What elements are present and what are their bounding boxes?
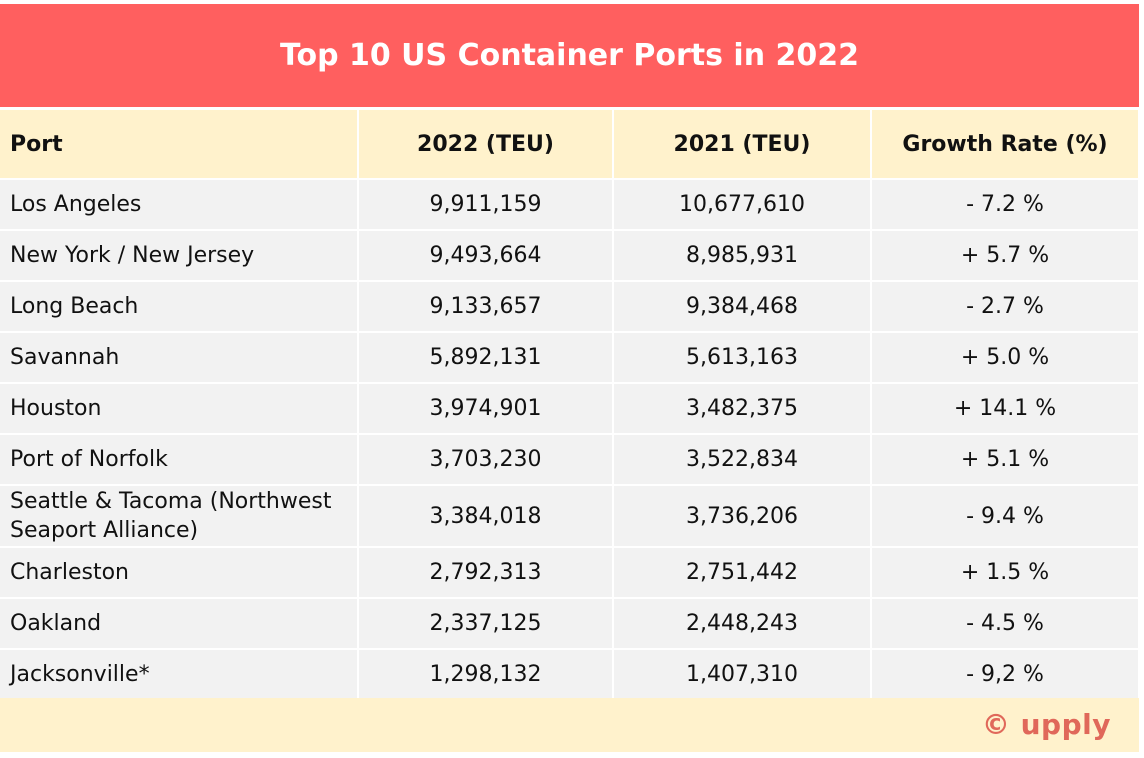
ports-table: Port 2022 (TEU) 2021 (TEU) Growth Rate (%) … (0, 108, 1140, 701)
column-header: 2022 (TEU) (359, 110, 612, 178)
table-cell: + 5.0 % (872, 333, 1138, 382)
table-row: Oakland 2,337,125 2,448,243- 4.5 % (0, 599, 1138, 648)
table-cell: 2,448,243 (614, 599, 870, 648)
table-cell: Seattle & Tacoma (Northwest Seaport Alli… (0, 486, 357, 546)
table-row: Los Angeles 9,911,159 10,677,610- 7.2 % (0, 180, 1138, 229)
table-row: Charleston 2,792,313 2,751,442 + 1.5 % (0, 548, 1138, 597)
table-cell: 9,493,664 (359, 231, 612, 280)
table-row: Savannah 5,892,131 5,613,163 + 5.0 % (0, 333, 1138, 382)
table-row: Long Beach 9,133,657 9,384,468- 2.7 % (0, 282, 1138, 331)
table-row: Port of Norfolk 3,703,230 3,522,834 + 5.1 % (0, 435, 1138, 484)
table-cell: Long Beach (0, 282, 357, 331)
table-cell: Jacksonville* (0, 650, 357, 699)
table-cell: 2,337,125 (359, 599, 612, 648)
upply-logo: © upply (981, 708, 1111, 741)
column-header: 2021 (TEU) (614, 110, 870, 178)
table-cell: 3,384,018 (359, 486, 612, 546)
table-cell: + 5.1 % (872, 435, 1138, 484)
table-row: Seattle & Tacoma (Northwest Seaport Alli… (0, 486, 1138, 546)
table-cell: - 2.7 % (872, 282, 1138, 331)
table-cell: + 14.1 % (872, 384, 1138, 433)
column-header: Growth Rate (%) (872, 110, 1138, 178)
table-cell: 5,892,131 (359, 333, 612, 382)
table-cell: - 9,2 % (872, 650, 1138, 699)
table-cell: 9,384,468 (614, 282, 870, 331)
table-cell: 1,298,132 (359, 650, 612, 699)
footer: © upply (0, 698, 1139, 752)
table-cell: Oakland (0, 599, 357, 648)
table-cell: + 5.7 % (872, 231, 1138, 280)
table-row: Jacksonville* 1,298,132 1,407,310- 9,2 % (0, 650, 1138, 699)
table-row: New York / New Jersey 9,493,664 8,985,931 +… (0, 231, 1138, 280)
table-cell: Savannah (0, 333, 357, 382)
table-cell: Charleston (0, 548, 357, 597)
table-cell: 3,522,834 (614, 435, 870, 484)
table-cell: - 9.4 % (872, 486, 1138, 546)
table-cell: 9,133,657 (359, 282, 612, 331)
table-cell: 3,482,375 (614, 384, 870, 433)
table-cell: New York / New Jersey (0, 231, 357, 280)
table-cell: 10,677,610 (614, 180, 870, 229)
table-cell: 5,613,163 (614, 333, 870, 382)
table-cell: 3,736,206 (614, 486, 870, 546)
table-title: Top 10 US Container Ports in 2022 (0, 4, 1139, 107)
table-cell: Port of Norfolk (0, 435, 357, 484)
table-cell: Los Angeles (0, 180, 357, 229)
table-cell: 2,751,442 (614, 548, 870, 597)
table-cell: Houston (0, 384, 357, 433)
table-cell: 2,792,313 (359, 548, 612, 597)
table-cell: 3,703,230 (359, 435, 612, 484)
header-row: Port 2022 (TEU) 2021 (TEU) Growth Rate (%) (0, 110, 1138, 178)
table-cell: + 1.5 % (872, 548, 1138, 597)
table-cell: - 7.2 % (872, 180, 1138, 229)
table-row: Houston 3,974,901 3,482,375 + 14.1 % (0, 384, 1138, 433)
table-cell: 9,911,159 (359, 180, 612, 229)
table-cell: 8,985,931 (614, 231, 870, 280)
column-header: Port (0, 110, 357, 178)
table-cell: - 4.5 % (872, 599, 1138, 648)
table-cell: 3,974,901 (359, 384, 612, 433)
table-cell: 1,407,310 (614, 650, 870, 699)
